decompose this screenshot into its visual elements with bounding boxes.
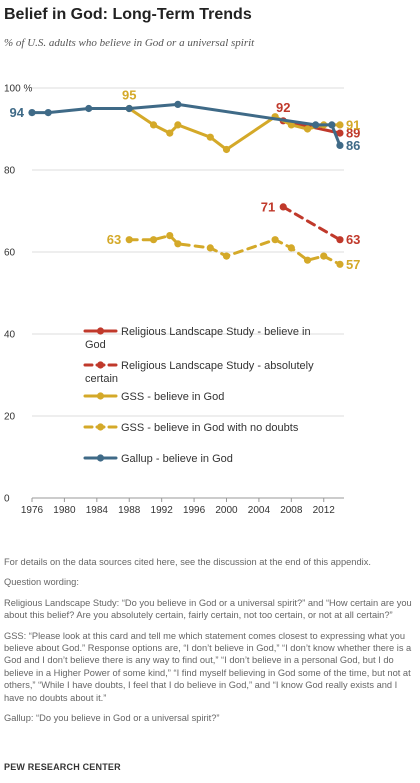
data-point xyxy=(166,129,174,137)
line-chart: 0 20 40 60 80 100 % 1976 1980 1984 1988 1992 1996 20… xyxy=(4,84,361,517)
legend: Religious Landscape Study - believe in Go… xyxy=(83,326,314,465)
data-point xyxy=(222,252,231,260)
gallup-question: Gallup: “Do you believe in God or a univ… xyxy=(4,713,220,724)
legend-marker-1 xyxy=(96,361,105,369)
data-point xyxy=(206,133,214,141)
chart-subtitle: % of U.S. adults who believe in God or a… xyxy=(4,37,255,49)
data-label: 91 xyxy=(346,117,360,132)
data-label: 94 xyxy=(10,105,25,120)
data-label: 86 xyxy=(346,138,360,153)
grid-lines xyxy=(32,87,344,417)
data-label: 63 xyxy=(346,232,360,247)
data-point xyxy=(125,236,133,244)
data-point xyxy=(312,121,320,129)
data-point xyxy=(222,145,231,154)
data-point xyxy=(149,236,158,244)
x-tick-label: 2004 xyxy=(248,505,271,516)
data-point xyxy=(287,121,295,129)
series xyxy=(28,100,344,268)
sources-note: For details on the data sources cited he… xyxy=(4,557,371,567)
x-tick-label: 1996 xyxy=(183,505,206,516)
data-point xyxy=(336,141,344,149)
x-tick-label: 1992 xyxy=(151,505,174,516)
data-point xyxy=(336,236,344,244)
data-point xyxy=(174,100,182,108)
data-point xyxy=(174,240,182,248)
y-tick-label: 20 xyxy=(4,412,16,423)
y-tick-label: 0 xyxy=(4,494,10,505)
legend-label-3: GSS - believe in God with no doubts xyxy=(121,422,299,434)
legend-label-0: Religious Landscape Study - believe in Go… xyxy=(85,326,311,351)
y-tick-label: 60 xyxy=(4,248,16,259)
data-point xyxy=(149,121,158,129)
data-label: 63 xyxy=(107,232,121,247)
y-tick-label: 100 % xyxy=(4,84,32,95)
data-point xyxy=(320,252,328,260)
legend-marker-4 xyxy=(96,454,105,462)
data-label: 57 xyxy=(346,257,360,272)
gss-question: GSS: “Please look at this card and tell … xyxy=(4,630,412,703)
data-point xyxy=(28,109,36,117)
legend-marker-0 xyxy=(96,327,105,335)
data-point xyxy=(125,104,133,113)
data-point xyxy=(287,244,295,252)
data-point xyxy=(271,236,279,244)
legend-marker-2 xyxy=(96,392,105,400)
source-credit: PEW RESEARCH CENTER xyxy=(4,762,121,772)
data-point xyxy=(166,232,174,240)
data-label: 71 xyxy=(261,199,275,214)
data-label: 89 xyxy=(346,126,360,141)
data-point xyxy=(303,125,312,133)
x-tick-label: 1984 xyxy=(86,505,109,516)
data-point xyxy=(44,109,52,117)
x-tick-label: 2000 xyxy=(215,505,238,516)
y-tick-label: 40 xyxy=(4,330,16,341)
data-label: 95 xyxy=(122,88,136,103)
x-tick-label: 2008 xyxy=(280,505,303,516)
data-point xyxy=(336,260,344,268)
legend-label-4: Gallup - believe in God xyxy=(121,453,233,465)
data-point xyxy=(85,104,93,113)
data-point xyxy=(206,244,214,252)
chart-title: Belief in God: Long-Term Trends xyxy=(4,6,252,23)
notes: For details on the data sources cited he… xyxy=(4,556,414,732)
legend-marker-3 xyxy=(96,423,105,431)
data-point xyxy=(279,203,287,211)
question-wording-heading: Question wording: xyxy=(4,577,79,588)
x-tick-label: 1980 xyxy=(53,505,76,516)
data-point xyxy=(174,121,182,129)
data-point xyxy=(336,129,344,137)
axes: 0 20 40 60 80 100 % 1976 1980 1984 1988 1992 1996 20… xyxy=(4,84,344,516)
data-label: 92 xyxy=(276,100,290,115)
data-labels: 92 89 71 63 95 91 63 57 94 86 xyxy=(10,88,361,272)
y-tick-label: 80 xyxy=(4,166,16,177)
data-point xyxy=(303,256,312,264)
data-point xyxy=(336,121,344,129)
legend-label-1: Religious Landscape Study - absolutely ce… xyxy=(85,360,314,385)
data-point xyxy=(328,121,336,129)
series-line-1 xyxy=(281,205,342,242)
x-tick-label: 2012 xyxy=(313,505,336,516)
x-tick-label: 1988 xyxy=(118,505,141,516)
rls-question: Religious Landscape Study: “Do you belie… xyxy=(4,597,412,621)
legend-label-2: GSS - believe in God xyxy=(121,391,224,403)
x-tick-label: 1976 xyxy=(21,505,44,516)
